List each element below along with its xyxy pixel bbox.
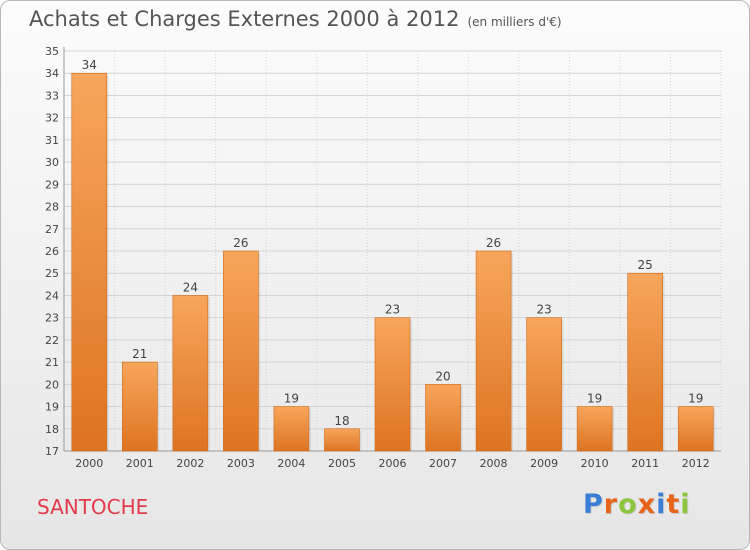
- x-tick-label: 2006: [379, 457, 407, 470]
- value-label: 21: [132, 347, 147, 361]
- x-tick-label: 2008: [480, 457, 508, 470]
- y-tick-label: 20: [45, 378, 59, 391]
- x-tick-label: 2002: [176, 457, 204, 470]
- value-label: 23: [536, 303, 551, 317]
- y-tick-label: 17: [45, 445, 59, 458]
- commune-name: SANTOCHE: [37, 495, 149, 519]
- y-tick-label: 28: [45, 201, 59, 214]
- y-tick-label: 23: [45, 312, 59, 325]
- bar-2009: [526, 317, 562, 452]
- bars: [71, 72, 716, 452]
- y-tick-label: 21: [45, 356, 59, 369]
- y-tick-label: 26: [45, 245, 59, 258]
- y-tick-label: 18: [45, 423, 59, 436]
- chart-title: Achats et Charges Externes 2000 à 2012 (e…: [29, 7, 562, 31]
- value-label: 34: [82, 58, 97, 72]
- y-tick-label: 22: [45, 334, 59, 347]
- logo-letter: t: [666, 489, 681, 520]
- x-tick-label: 2000: [75, 457, 103, 470]
- logo-letter: x: [637, 489, 657, 520]
- value-label: 23: [385, 303, 400, 317]
- x-tick-label: 2003: [227, 457, 255, 470]
- y-tick-label: 24: [45, 289, 59, 302]
- value-label: 19: [284, 392, 299, 406]
- logo-letter: P: [583, 489, 604, 520]
- value-label: 19: [688, 392, 703, 406]
- value-label: 25: [638, 258, 653, 272]
- y-tick-label: 27: [45, 223, 59, 236]
- x-tick-label: 2001: [126, 457, 154, 470]
- bar-2008: [475, 250, 512, 452]
- x-tick-label: 2011: [631, 457, 659, 470]
- y-tick-label: 35: [45, 45, 59, 58]
- bar-2012: [677, 406, 714, 452]
- unit-label: (en milliers d'€): [467, 15, 562, 29]
- bar-2006: [374, 317, 411, 452]
- value-label: 26: [233, 236, 248, 250]
- bar-2004: [273, 406, 310, 452]
- value-label: 20: [435, 369, 450, 383]
- value-label: 18: [334, 414, 349, 428]
- bar-2001: [122, 361, 158, 452]
- proxiti-logo[interactable]: Proxiti: [583, 489, 691, 520]
- bar-2002: [172, 295, 209, 452]
- bar-2011: [627, 272, 663, 452]
- y-tick-label: 32: [45, 112, 59, 125]
- bar-2010: [576, 406, 613, 452]
- logo-letter: o: [618, 489, 638, 520]
- bar-2007: [425, 384, 461, 452]
- x-tick-label: 2004: [277, 457, 305, 470]
- x-tick-label: 2007: [429, 457, 457, 470]
- value-label: 26: [486, 236, 501, 250]
- y-tick-label: 30: [45, 156, 59, 169]
- bar-2000: [71, 72, 108, 452]
- y-tick-label: 25: [45, 267, 59, 280]
- value-label: 19: [587, 392, 602, 406]
- x-tick-label: 2012: [682, 457, 710, 470]
- y-tick-label: 34: [45, 67, 59, 80]
- data-labels: 34 21 24 26 19 18 23 20 26 23 19 25 19: [82, 58, 704, 428]
- y-tick-label: 29: [45, 178, 59, 191]
- axes: 17 18 19 20 21 22 23 24 25 26 27 28 29 30 31 32 33 34 35 20…: [45, 45, 721, 470]
- y-tick-label: 19: [45, 401, 59, 414]
- y-tick-label: 31: [45, 134, 59, 147]
- x-tick-label: 2005: [328, 457, 356, 470]
- bar-2005: [324, 428, 360, 452]
- title-text: Achats et Charges Externes 2000 à 2012: [29, 7, 460, 31]
- x-tick-label: 2010: [581, 457, 609, 470]
- logo-letter: r: [603, 489, 619, 520]
- x-tick-label: 2009: [530, 457, 558, 470]
- bar-2003: [223, 250, 259, 452]
- y-tick-label: 33: [45, 89, 59, 102]
- logo-letter: i: [680, 489, 691, 520]
- logo-letter: i: [656, 489, 667, 520]
- value-label: 24: [183, 280, 198, 294]
